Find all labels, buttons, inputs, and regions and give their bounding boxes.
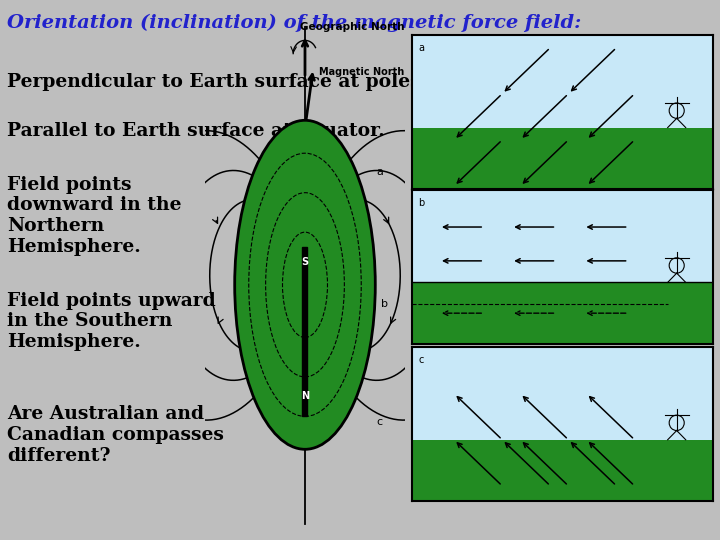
Text: Field points upward
in the Southern
Hemisphere.: Field points upward in the Southern Hemi… — [7, 292, 216, 351]
Text: Field points
downward in the
Northern
Hemisphere.: Field points downward in the Northern He… — [7, 176, 181, 256]
Bar — [302, 247, 307, 416]
Text: Orientation (inclination) of the magnetic force field:: Orientation (inclination) of the magneti… — [7, 14, 582, 32]
Text: Are Australian and
Canadian compasses
different?: Are Australian and Canadian compasses di… — [7, 405, 224, 464]
Text: a: a — [376, 167, 383, 177]
Text: b: b — [418, 198, 424, 208]
Text: b: b — [382, 299, 388, 308]
Text: Geographic North: Geographic North — [300, 22, 404, 32]
Text: N: N — [301, 391, 309, 401]
Ellipse shape — [235, 120, 375, 449]
Bar — [412, 282, 713, 344]
Text: c: c — [418, 355, 423, 365]
Text: Magnetic North: Magnetic North — [319, 68, 404, 77]
Text: Perpendicular to Earth surface at poles.: Perpendicular to Earth surface at poles. — [7, 73, 428, 91]
Text: Parallel to Earth surface at equator.: Parallel to Earth surface at equator. — [7, 122, 385, 139]
Bar — [412, 127, 713, 189]
Text: a: a — [418, 43, 424, 53]
Bar — [412, 440, 713, 501]
Text: S: S — [302, 257, 309, 267]
Text: c: c — [377, 417, 382, 427]
